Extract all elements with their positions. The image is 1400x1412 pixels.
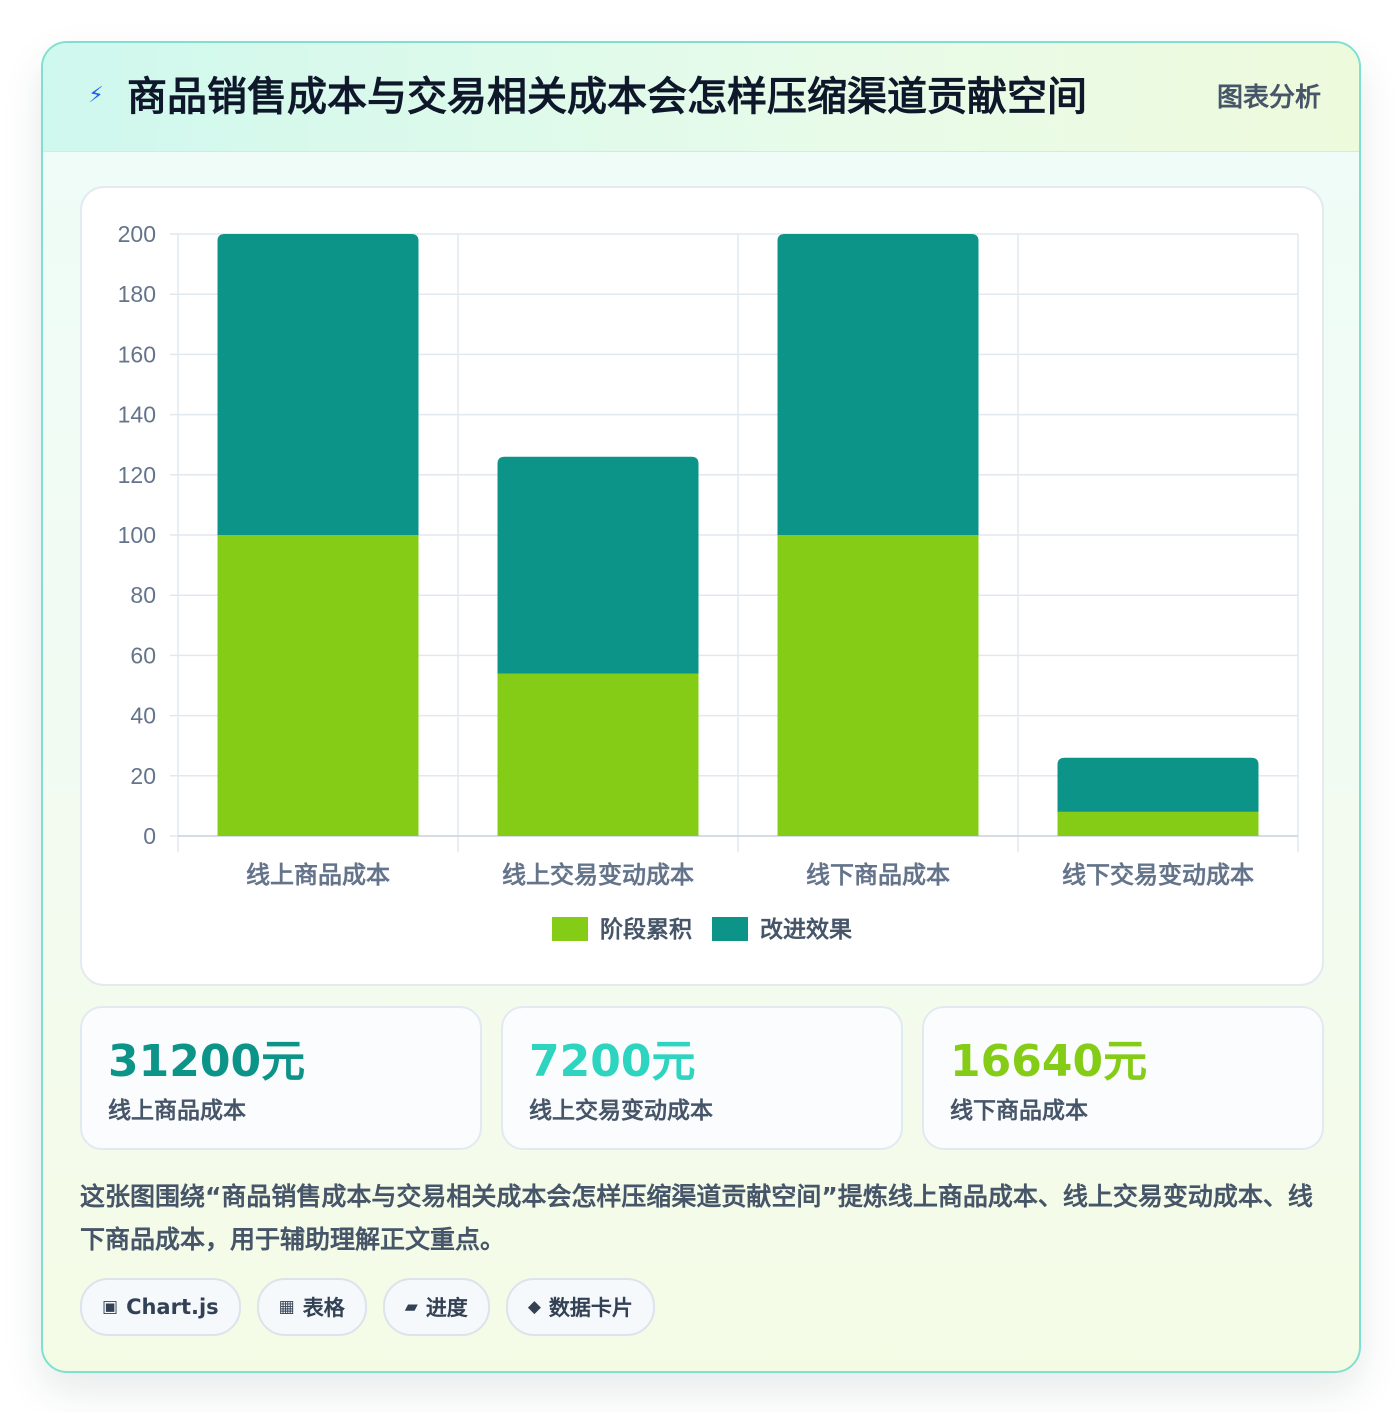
x-tick-label: 线上交易变动成本 (502, 861, 694, 889)
header-tag: 图表分析 (1216, 83, 1321, 113)
x-tick-label: 线下交易变动成本 (1062, 861, 1254, 889)
chip-label: Chart.js (126, 1295, 219, 1319)
bar-segment (497, 456, 699, 674)
stat-card-3: 16640元 线下商品成本 (922, 1006, 1324, 1150)
stat-card-1: 31200元 线上商品成本 (80, 1006, 482, 1150)
legend-label: 改进效果 (760, 916, 852, 943)
tag-chips: ▣ Chart.js ▦ 表格 ▰ 进度 ◆ 数据卡片 (80, 1278, 655, 1336)
chip-label: 表格 (302, 1296, 345, 1320)
y-tick-label: 40 (130, 703, 156, 729)
progress-icon: ▰ (404, 1297, 418, 1317)
stat-value: 16640元 (950, 1036, 1148, 1087)
chip-label: 进度 (425, 1296, 468, 1320)
y-tick-label: 120 (118, 462, 156, 488)
chip-label: 数据卡片 (548, 1296, 633, 1320)
chip-progress[interactable]: ▰ 进度 (382, 1278, 490, 1336)
y-tick-label: 60 (130, 642, 156, 668)
stat-label: 线下商品成本 (950, 1098, 1088, 1124)
bar-segment (497, 673, 699, 836)
diamond-icon: ◆ (527, 1297, 541, 1317)
chip-table[interactable]: ▦ 表格 (256, 1278, 367, 1336)
legend-swatch (552, 917, 588, 941)
bar-segment (1057, 757, 1259, 812)
stacked-bar-chart: 0 20 40 60 80 100 120 140 160 180 200 线上商品成本 线上交易变动成… (118, 221, 1299, 943)
y-tick-label: 20 (130, 763, 156, 789)
y-tick-label: 0 (143, 823, 156, 849)
lightning-icon: ⚡ (88, 83, 104, 108)
stat-label: 线上商品成本 (108, 1098, 246, 1124)
chart-icon: ▣ (102, 1297, 119, 1317)
y-tick-label: 80 (130, 582, 156, 608)
bar-segment (217, 234, 419, 535)
chart-container: 0 20 40 60 80 100 120 140 160 180 200 线上商品成本 线上交易变动成… (80, 186, 1324, 986)
bar-segment (1057, 811, 1259, 836)
y-tick-label: 100 (118, 522, 156, 548)
legend-swatch (712, 917, 748, 941)
x-tick-label: 线上商品成本 (246, 861, 390, 889)
x-tick-label: 线下商品成本 (806, 861, 950, 889)
table-icon: ▦ (278, 1297, 295, 1317)
stat-value: 31200元 (108, 1036, 306, 1087)
y-tick-label: 180 (118, 281, 156, 307)
legend-label: 阶段累积 (600, 916, 692, 943)
bar-segment (217, 535, 419, 836)
stat-card-2: 7200元 线上交易变动成本 (501, 1006, 903, 1150)
card-header: ⚡ 商品销售成本与交易相关成本会怎样压缩渠道贡献空间 图表分析 (43, 43, 1359, 152)
chart-description: 这张图围绕“商品销售成本与交易相关成本会怎样压缩渠道贡献空间”提炼线上商品成本、… (80, 1182, 1313, 1254)
chip-data-card[interactable]: ◆ 数据卡片 (505, 1278, 655, 1336)
y-tick-label: 200 (118, 221, 156, 247)
page-title: 商品销售成本与交易相关成本会怎样压缩渠道贡献空间 (127, 74, 1087, 120)
bar-segment (777, 535, 979, 836)
y-tick-label: 160 (118, 341, 156, 367)
chart-card: ⚡ 商品销售成本与交易相关成本会怎样压缩渠道贡献空间 图表分析 0 20 40 60 8… (41, 41, 1361, 1373)
chip-chartjs[interactable]: ▣ Chart.js (80, 1278, 241, 1336)
bar-segment (777, 234, 979, 535)
stat-label: 线上交易变动成本 (529, 1098, 713, 1124)
y-tick-label: 140 (118, 402, 156, 428)
stat-value: 7200元 (529, 1036, 696, 1087)
